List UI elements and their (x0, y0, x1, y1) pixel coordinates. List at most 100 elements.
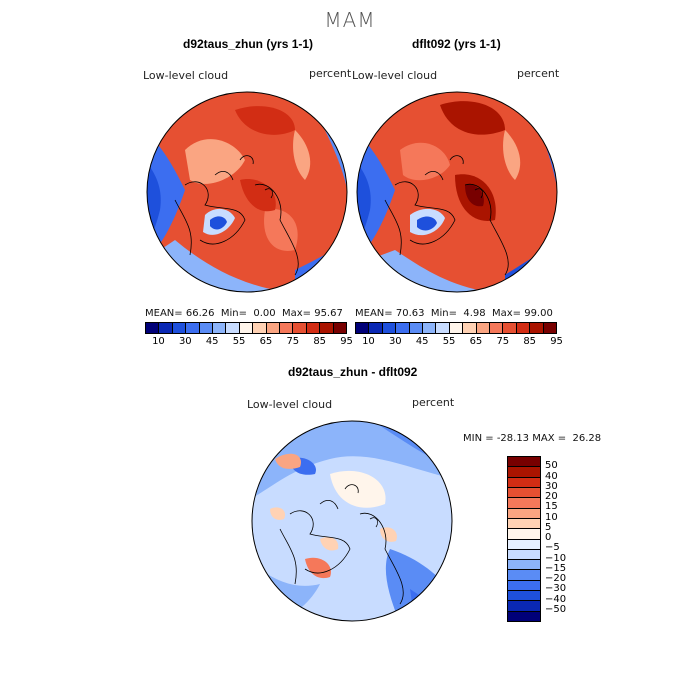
right-colorbar-swatch (463, 323, 477, 333)
diff-colorbar-swatch (508, 518, 540, 530)
right-colorbar-tick-label: 65 (469, 336, 483, 347)
diff-colorbar-tick-label: 40 (545, 470, 558, 482)
left-colorbar-swatch (333, 323, 347, 333)
right-min-label: Min= (430, 308, 457, 319)
left-colorbar-swatch (253, 323, 267, 333)
diff-colorbar-tick-label: 30 (545, 480, 558, 492)
right-colorbar-tick-label: 75 (496, 336, 510, 347)
diff-max-label: MAX = (532, 433, 567, 444)
right-map-border (356, 91, 558, 293)
right-colorbar-swatch (503, 323, 517, 333)
diff-colorbar-swatch (508, 498, 540, 509)
left-map-dark-red-north (235, 106, 295, 135)
right-colorbar-swatch (356, 323, 370, 333)
left-map-border (146, 91, 348, 293)
diff-colorbar-tick-label: 50 (545, 460, 558, 472)
diff-colorbar-swatch (508, 560, 540, 571)
right-colorbar-swatch (382, 323, 397, 333)
diff-colorbar-swatch (508, 467, 540, 478)
right-colorbar-tick-label: 45 (415, 336, 429, 347)
right-colorbar-tick-label: 30 (388, 336, 402, 347)
left-map-light-orange-1 (185, 139, 245, 184)
diff-panel-title: d92taus_zhun - dflt092 (288, 365, 418, 379)
left-colorbar-swatch (239, 323, 254, 333)
right-colorbar-swatch (436, 323, 450, 333)
diff-stats: MIN = -28.13 MAX = 26.28 (463, 433, 601, 444)
right-panel-title: dflt092 (yrs 1-1) (412, 37, 501, 51)
diff-colorbar-swatch (508, 611, 540, 621)
right-colorbar-swatch (449, 323, 464, 333)
right-mean-label: MEAN= (355, 308, 393, 319)
left-map-greenland-core (210, 216, 227, 230)
left-colorbar-swatch (146, 323, 160, 333)
diff-colorbar-tick-label: 20 (545, 491, 558, 502)
diff-colorbar-tick-label: 0 (545, 532, 552, 543)
right-colorbar-swatch (396, 323, 410, 333)
diff-colorbar-swatch (508, 529, 540, 540)
right-colorbar-swatch (516, 323, 531, 333)
diff-map-light-red-1 (320, 537, 339, 551)
left-colorbar-swatch (320, 323, 334, 333)
right-map-greenland-core (417, 216, 437, 231)
diff-map-coastlines (279, 510, 404, 605)
diff-map-border (251, 420, 453, 622)
left-colorbar-tick-label: 95 (340, 336, 353, 347)
right-max-label: Max= (491, 308, 522, 319)
right-colorbar-swatch (543, 323, 557, 333)
right-colorbar-tick-label: 85 (523, 336, 537, 347)
right-map-light-orange-2 (503, 130, 521, 180)
left-mean-label: MEAN= (145, 308, 183, 319)
diff-min-value: -28.13 (496, 433, 530, 444)
left-colorbar-swatch (293, 323, 307, 333)
right-variable-label: Low-level cloud (352, 69, 438, 82)
right-colorbar (355, 322, 557, 334)
left-colorbar-swatch (226, 323, 240, 333)
left-min-value: 0.00 (253, 308, 276, 319)
right-mean-value: 70.63 (395, 308, 425, 319)
left-panel-title: d92taus_zhun (yrs 1-1) (183, 37, 314, 51)
left-colorbar-tick-label: 45 (205, 336, 219, 347)
left-colorbar-swatch (213, 323, 227, 333)
right-map-light-orange-1 (400, 142, 450, 181)
left-colorbar-tick-label: 10 (152, 336, 165, 347)
right-colorbar-swatch (476, 323, 491, 333)
diff-colorbar-tick-label: −10 (545, 552, 567, 564)
diff-colorbar-tick-label: −50 (545, 603, 567, 615)
left-min-label: Min= (220, 308, 247, 319)
diff-colorbar-swatch (508, 508, 540, 519)
left-colorbar (145, 322, 347, 334)
left-variable-label: Low-level cloud (143, 69, 229, 82)
diff-colorbar-tick-label: 10 (545, 511, 558, 523)
diff-colorbar-tick-label: −15 (545, 562, 567, 574)
right-colorbar-swatch (423, 323, 437, 333)
left-colorbar-swatch (159, 323, 173, 333)
diff-colorbar-swatch (508, 580, 540, 592)
left-colorbar-tick-label: 30 (178, 336, 192, 347)
left-mean-value: 66.26 (185, 308, 215, 319)
left-colorbar-swatch (172, 323, 187, 333)
left-max-value: 95.67 (314, 308, 343, 319)
left-colorbar-tick-label: 75 (286, 336, 300, 347)
diff-colorbar-tick-label: −30 (545, 583, 567, 595)
diff-colorbar-tick-label: −40 (545, 593, 567, 605)
left-map-coastlines (174, 181, 299, 276)
left-units-label: percent (309, 67, 352, 80)
right-map-coastlines (384, 181, 509, 276)
right-map-blue-west (357, 130, 395, 260)
right-stats: MEAN= 70.63 Min= 4.98 Max= 99.00 (355, 308, 553, 319)
right-colorbar-tick-label: 95 (550, 336, 563, 347)
right-map-dark-red-north (440, 101, 505, 135)
left-colorbar-tick-label: 85 (313, 336, 327, 347)
diff-colorbar-tick-label: 15 (545, 501, 558, 513)
left-map-blue-west (147, 130, 185, 260)
diff-map-light-red-2 (270, 507, 286, 520)
left-polar-map (146, 91, 348, 293)
diff-map-red-south (305, 557, 331, 579)
diff-max-value: 26.28 (572, 433, 602, 444)
left-max-label: Max= (281, 308, 312, 319)
diff-min-label: MIN = (463, 433, 494, 444)
diff-colorbar-swatch (508, 539, 540, 550)
right-colorbar-swatch (490, 323, 504, 333)
right-colorbar-tick-label: 10 (362, 336, 375, 347)
left-map-light-orange-3 (293, 130, 311, 180)
